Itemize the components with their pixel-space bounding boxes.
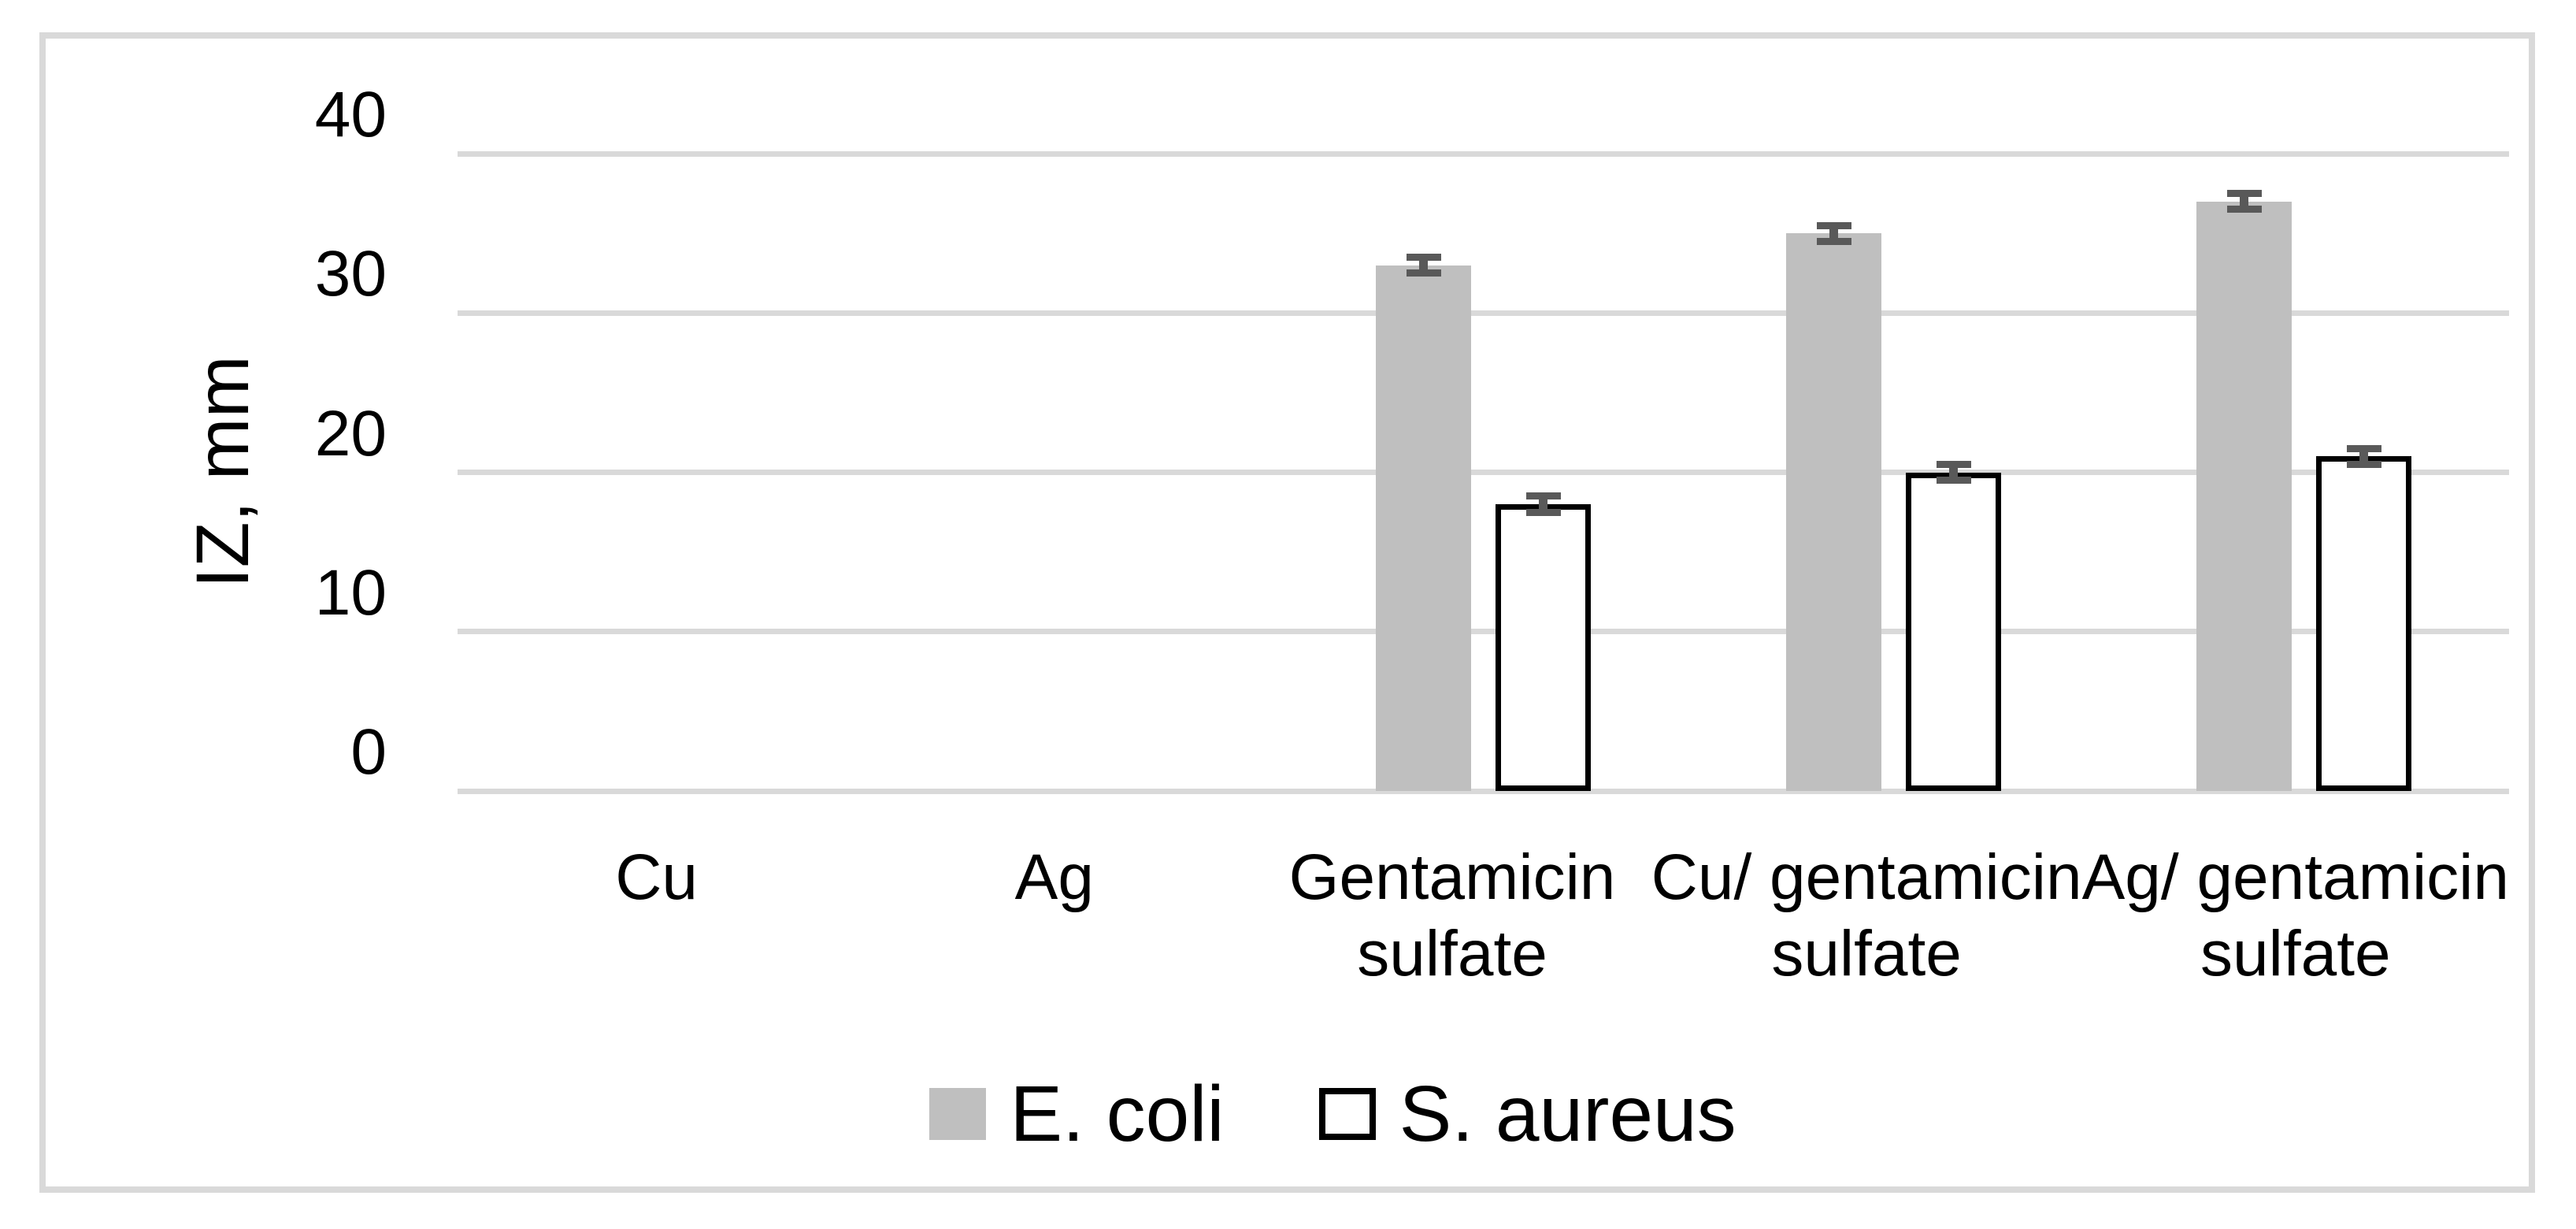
- error-bar-line: [1829, 225, 1838, 242]
- legend-swatch-e-coli: [929, 1088, 987, 1140]
- x-category-label-gentamicin-sulfate: Gentamicin sulfate: [1253, 839, 1651, 992]
- chart-frame: IZ, mm 40 30 20 10 0 Cu Ag Gentamicin sulfate Cu…: [39, 32, 2535, 1193]
- x-category-label-line: Cu/ gentamicin: [1651, 841, 2082, 913]
- legend-swatch-s-aureus: [1318, 1088, 1376, 1140]
- y-tick-label: 40: [314, 79, 387, 150]
- gridline-30: [458, 310, 2509, 316]
- error-bar-line: [1418, 256, 1428, 274]
- gridline-40: [458, 150, 2509, 157]
- x-category-label-line: Gentamicin: [1288, 841, 1616, 913]
- legend-item-s-aureus: S. aureus: [1318, 1069, 1736, 1160]
- bar-s-aureus-ag-gentamicin-sulfate: [2316, 456, 2411, 791]
- x-category-label-line: Cu: [615, 841, 699, 913]
- error-bar-bottom-cap: [1406, 269, 1441, 277]
- error-bar-top-cap: [1936, 460, 1971, 468]
- x-category-label-cu-gentamicin-sulfate: Cu/ gentamicin sulfate: [1651, 839, 2082, 992]
- x-category-label-line: Ag/ gentamicin: [2081, 841, 2510, 913]
- legend-label-s-aureus: S. aureus: [1399, 1069, 1736, 1158]
- x-category-label-ag-gentamicin-sulfate: Ag/ gentamicin sulfate: [2082, 839, 2509, 992]
- error-bar-e-coli-ag-gentamicin-sulfate: [2226, 190, 2262, 213]
- error-bar-s-aureus-cu-gentamicin-sulfate: [1936, 460, 1971, 485]
- error-bar-line: [1538, 496, 1547, 513]
- error-bar-top-cap: [2226, 190, 2262, 198]
- gridline-0: [458, 788, 2509, 794]
- bar-s-aureus-cu-gentamicin-sulfate: [1906, 472, 2001, 791]
- error-bar-bottom-cap: [1525, 508, 1561, 516]
- error-bar-bottom-cap: [1936, 477, 1971, 485]
- error-bar-line: [1948, 463, 1958, 481]
- x-category-label-line: sulfate: [2200, 918, 2391, 990]
- x-category-label-cu: Cu: [458, 839, 855, 992]
- x-category-label-ag: Ag: [855, 839, 1253, 992]
- error-bar-s-aureus-gentamicin-sulfate: [1525, 492, 1561, 516]
- x-category-label-line: sulfate: [1357, 918, 1547, 990]
- error-bar-line: [2239, 193, 2248, 210]
- error-bar-top-cap: [1406, 253, 1441, 261]
- legend: E. coli S. aureus: [85, 1063, 2576, 1165]
- gridline-10: [458, 629, 2509, 635]
- plot-area: [458, 150, 2509, 794]
- gridline-20: [458, 470, 2509, 475]
- x-category-label-line: sulfate: [1771, 918, 1962, 990]
- y-tick-label: 20: [314, 397, 387, 470]
- x-category-label-line: Ag: [1014, 841, 1094, 913]
- bar-e-coli-cu-gentamicin-sulfate: [1786, 233, 1881, 791]
- error-bar-top-cap: [2346, 444, 2381, 452]
- y-tick-label: 0: [350, 716, 387, 788]
- error-bar-line: [2359, 447, 2368, 465]
- x-axis-category-labels: Cu Ag Gentamicin sulfate Cu/ gentamicin sulfa…: [458, 839, 2509, 992]
- error-bar-top-cap: [1816, 221, 1851, 229]
- bar-e-coli-gentamicin-sulfate: [1376, 265, 1471, 791]
- error-bar-bottom-cap: [1816, 237, 1851, 245]
- error-bar-e-coli-gentamicin-sulfate: [1406, 253, 1441, 277]
- error-bar-bottom-cap: [2346, 460, 2381, 468]
- bar-e-coli-ag-gentamicin-sulfate: [2196, 201, 2292, 791]
- y-tick-label: 30: [314, 238, 387, 310]
- bar-s-aureus-gentamicin-sulfate: [1496, 503, 1591, 791]
- error-bar-e-coli-cu-gentamicin-sulfate: [1816, 221, 1851, 245]
- error-bar-s-aureus-ag-gentamicin-sulfate: [2346, 444, 2381, 468]
- error-bar-top-cap: [1525, 492, 1561, 500]
- legend-label-e-coli: E. coli: [1010, 1069, 1225, 1158]
- error-bar-bottom-cap: [2226, 206, 2262, 213]
- y-tick-label: 10: [314, 556, 387, 629]
- legend-item-e-coli: E. coli: [929, 1069, 1225, 1160]
